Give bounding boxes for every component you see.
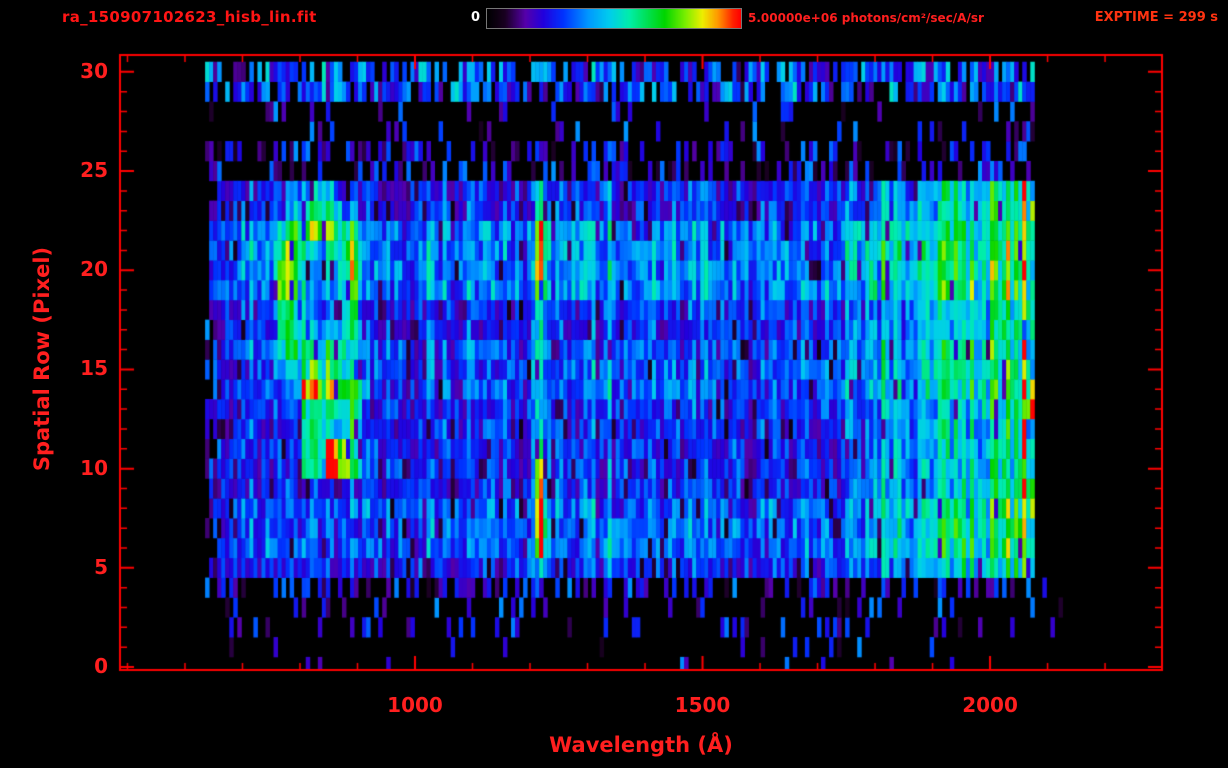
y-tick-label: 25 [80,158,108,183]
x-tick-label: 1500 [674,693,731,717]
y-tick-label: 30 [80,58,108,83]
y-tick-label: 20 [80,257,108,282]
file-title: ra_150907102623_hisb_lin.fit [62,8,317,26]
y-tick-label: 15 [80,356,108,381]
y-tick-label: 10 [80,455,108,480]
x-tick-label: 2000 [962,693,1018,717]
colorbar-min-label: 0 [470,10,480,25]
x-tick-label: 1000 [387,693,443,717]
exptime-label: EXPTIME = 299 s [1094,10,1218,25]
colorbar [486,8,742,29]
x-axis-title: Wavelength (Å) [549,733,733,757]
y-tick-label: 5 [94,554,108,579]
colorbar-max-label: 5.00000e+06 photons/cm²/sec/A/sr [748,11,984,25]
y-tick-label: 0 [94,654,108,679]
